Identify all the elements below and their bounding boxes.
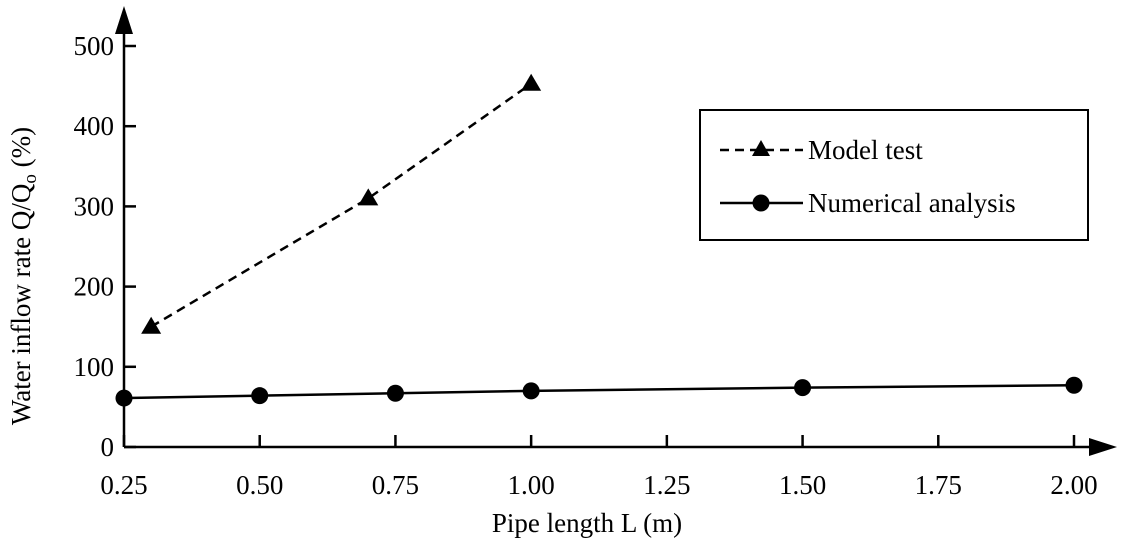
y-axis-arrow bbox=[115, 6, 133, 34]
y-axis-title-unit: (%) bbox=[6, 127, 36, 174]
y-tick-label: 300 bbox=[74, 191, 115, 221]
y-axis-title: Water inflow rate Q/Qo (%) bbox=[6, 127, 41, 425]
x-tick-label: 0.75 bbox=[372, 470, 419, 500]
x-ticks: 0.25 0.50 0.75 1.00 1.25 1.50 1.75 2.00 bbox=[100, 435, 1098, 500]
data-point-triangle bbox=[141, 316, 162, 334]
legend-label-numerical-analysis: Numerical analysis bbox=[808, 188, 1016, 218]
data-point-triangle bbox=[521, 73, 542, 91]
y-axis-title-subscript: o bbox=[20, 174, 41, 184]
legend-marker-triangle bbox=[752, 140, 770, 156]
x-tick-label: 1.75 bbox=[915, 470, 962, 500]
data-point-circle bbox=[1065, 376, 1083, 394]
plot-series bbox=[115, 73, 1083, 407]
x-tick-label: 0.50 bbox=[236, 470, 283, 500]
y-ticks: 0 100 200 300 400 500 bbox=[74, 31, 136, 462]
data-point-circle bbox=[522, 382, 540, 400]
data-point-circle bbox=[794, 379, 812, 397]
data-point-triangle bbox=[358, 188, 379, 206]
y-tick-label: 100 bbox=[74, 352, 115, 382]
y-tick-label: 500 bbox=[74, 31, 115, 61]
y-tick-label: 200 bbox=[74, 272, 115, 302]
y-tick-label: 0 bbox=[101, 432, 115, 462]
y-tick-label: 400 bbox=[74, 111, 115, 141]
x-axis: 0.25 0.50 0.75 1.00 1.25 1.50 1.75 2.00 bbox=[100, 435, 1117, 500]
data-point-circle bbox=[115, 389, 133, 407]
data-point-circle bbox=[386, 384, 404, 402]
legend-marker-circle bbox=[752, 194, 770, 212]
y-axis: 0 100 200 300 400 500 bbox=[74, 6, 136, 462]
legend: Model test Numerical analysis bbox=[699, 109, 1089, 241]
y-axis-title-main: Water inflow rate Q/Q bbox=[6, 183, 36, 425]
x-tick-label: 2.00 bbox=[1050, 470, 1097, 500]
x-tick-label: 1.50 bbox=[779, 470, 826, 500]
series-line-model-test bbox=[150, 82, 532, 328]
x-tick-label: 1.25 bbox=[643, 470, 690, 500]
x-tick-label: 1.00 bbox=[508, 470, 555, 500]
series-line-numerical-analysis bbox=[123, 383, 1075, 400]
x-axis-arrow bbox=[1089, 438, 1117, 456]
legend-box bbox=[699, 109, 1089, 241]
x-axis-title: Pipe length L (m) bbox=[492, 508, 682, 538]
legend-label-model-test: Model test bbox=[808, 135, 923, 165]
data-point-circle bbox=[251, 387, 269, 405]
x-tick-label: 0.25 bbox=[100, 470, 147, 500]
